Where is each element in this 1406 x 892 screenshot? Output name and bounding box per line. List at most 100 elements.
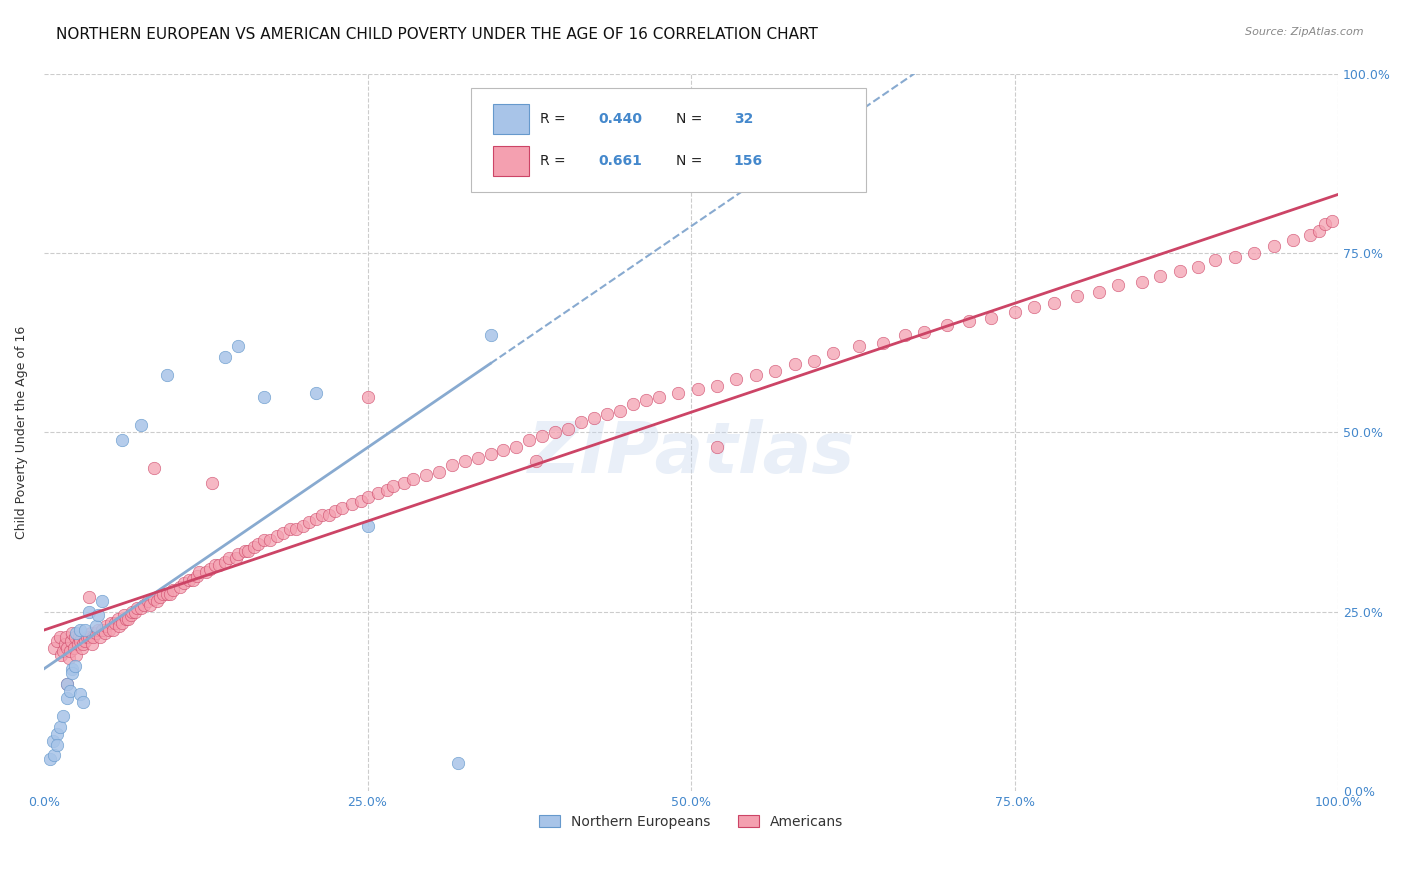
Text: N =: N =	[676, 154, 706, 169]
Point	[957, 314, 980, 328]
Point	[48, 720, 70, 734]
Point	[783, 357, 806, 371]
Point	[479, 447, 502, 461]
Point	[49, 648, 72, 662]
Point	[69, 687, 91, 701]
Point	[117, 612, 139, 626]
Point	[77, 605, 100, 619]
Point	[311, 508, 333, 522]
Point	[69, 633, 91, 648]
Point	[980, 310, 1002, 325]
Point	[45, 633, 67, 648]
Point	[1022, 300, 1045, 314]
Point	[198, 562, 221, 576]
Point	[323, 504, 346, 518]
Text: Source: ZipAtlas.com: Source: ZipAtlas.com	[1246, 27, 1364, 37]
Point	[101, 623, 124, 637]
Point	[91, 623, 114, 637]
Point	[72, 694, 94, 708]
Point	[186, 569, 208, 583]
Point	[70, 640, 93, 655]
Point	[42, 734, 65, 748]
Point	[177, 573, 200, 587]
Point	[1243, 246, 1265, 260]
Point	[56, 676, 79, 690]
Point	[492, 443, 515, 458]
Point	[67, 630, 90, 644]
Point	[145, 594, 167, 608]
Point	[1107, 278, 1129, 293]
Point	[823, 346, 845, 360]
Point	[1320, 213, 1343, 227]
Point	[59, 683, 82, 698]
Point	[62, 665, 84, 680]
Point	[201, 475, 224, 490]
Point	[44, 748, 66, 763]
Point	[392, 475, 415, 490]
Point	[114, 612, 136, 626]
Point	[305, 511, 328, 525]
Point	[848, 339, 870, 353]
Point	[52, 709, 75, 723]
Point	[1066, 289, 1088, 303]
Point	[63, 658, 86, 673]
Text: R =: R =	[540, 154, 569, 169]
Point	[278, 522, 301, 536]
Point	[159, 587, 181, 601]
Point	[706, 378, 728, 392]
Point	[872, 335, 894, 350]
Point	[80, 637, 103, 651]
Legend: Northern Europeans, Americans: Northern Europeans, Americans	[533, 809, 849, 835]
Point	[402, 472, 425, 486]
Point	[204, 558, 226, 573]
Point	[253, 390, 276, 404]
Point	[108, 619, 131, 633]
Point	[350, 493, 373, 508]
Point	[517, 433, 540, 447]
Text: 0.661: 0.661	[598, 154, 641, 169]
Point	[124, 605, 146, 619]
Point	[467, 450, 489, 465]
Point	[208, 558, 231, 573]
Point	[59, 644, 82, 658]
FancyBboxPatch shape	[494, 146, 529, 177]
Point	[596, 408, 619, 422]
Point	[156, 368, 179, 382]
Point	[1170, 264, 1192, 278]
Point	[447, 756, 470, 770]
Point	[45, 727, 67, 741]
Point	[214, 350, 236, 364]
Point	[188, 566, 211, 580]
Point	[44, 640, 66, 655]
Point	[104, 615, 127, 630]
Point	[666, 385, 689, 400]
Point	[169, 580, 191, 594]
Point	[56, 640, 79, 655]
Point	[48, 630, 70, 644]
Point	[107, 612, 129, 626]
Point	[1223, 250, 1246, 264]
Point	[745, 368, 768, 382]
Point	[238, 544, 260, 558]
Point	[298, 515, 321, 529]
Point	[156, 587, 179, 601]
Point	[225, 551, 247, 566]
Point	[120, 608, 142, 623]
Point	[194, 566, 217, 580]
Point	[266, 529, 288, 543]
Point	[936, 318, 959, 332]
Point	[318, 508, 340, 522]
Point	[763, 364, 786, 378]
Point	[356, 490, 378, 504]
Point	[72, 637, 94, 651]
Point	[1187, 260, 1209, 275]
Point	[62, 640, 84, 655]
Point	[505, 440, 527, 454]
Point	[91, 594, 114, 608]
Point	[1282, 233, 1305, 247]
Point	[1042, 296, 1064, 310]
Point	[143, 461, 166, 475]
Point	[75, 633, 97, 648]
Point	[569, 415, 592, 429]
Point	[94, 619, 117, 633]
